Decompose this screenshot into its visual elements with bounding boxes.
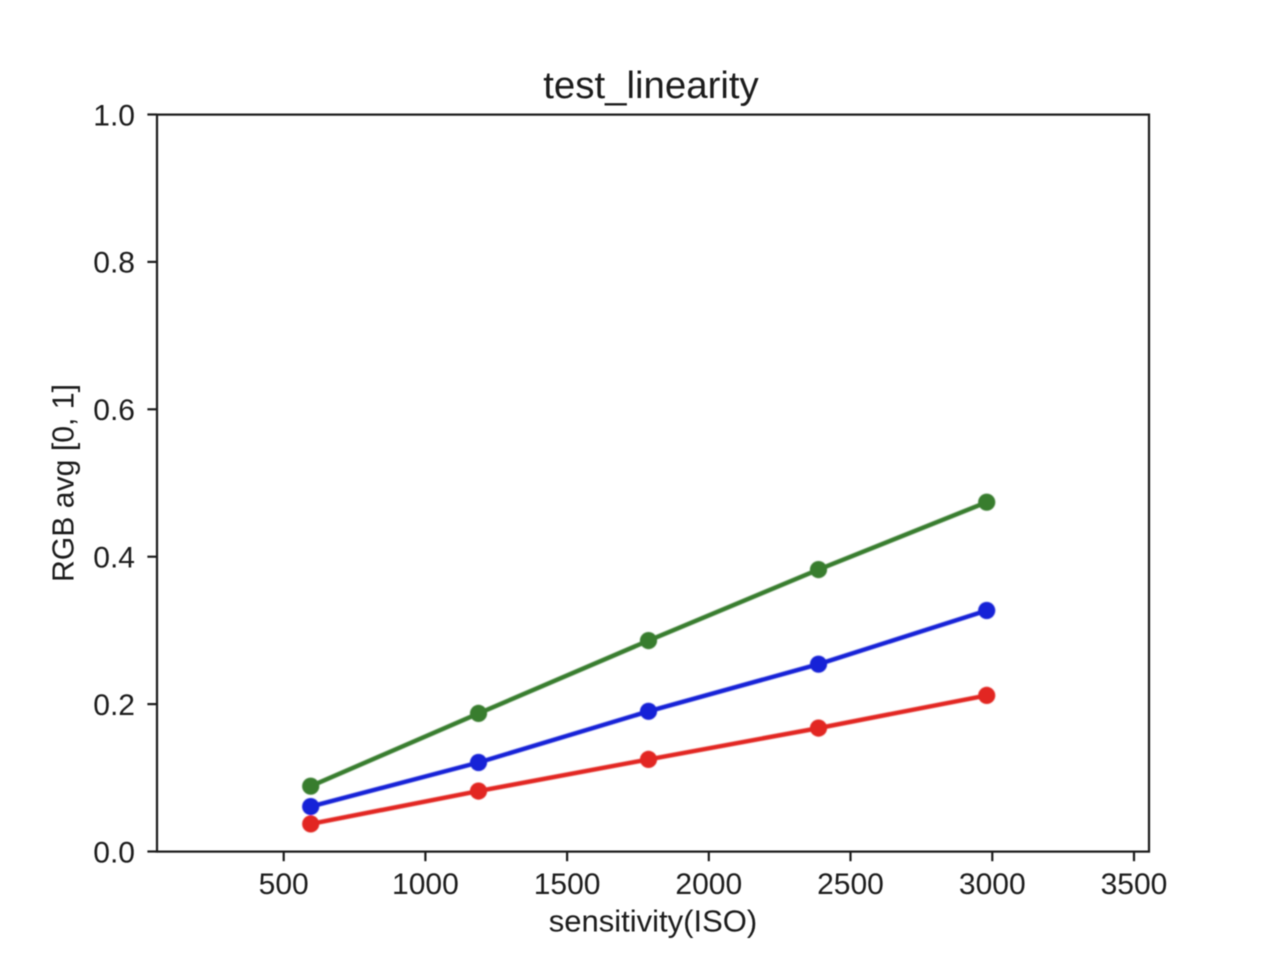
svg-text:0.0: 0.0 — [93, 836, 135, 869]
svg-text:1000: 1000 — [392, 868, 459, 901]
svg-text:3500: 3500 — [1101, 868, 1168, 901]
svg-text:1500: 1500 — [534, 868, 601, 901]
svg-text:0.2: 0.2 — [93, 689, 135, 722]
svg-text:2500: 2500 — [817, 868, 884, 901]
svg-text:0.8: 0.8 — [93, 247, 135, 280]
svg-text:2000: 2000 — [675, 868, 742, 901]
svg-text:0.6: 0.6 — [93, 394, 135, 427]
svg-text:1.0: 1.0 — [93, 99, 135, 132]
svg-text:0.4: 0.4 — [93, 542, 135, 575]
svg-text:3000: 3000 — [959, 868, 1026, 901]
svg-text:test_linearity: test_linearity — [543, 64, 759, 107]
svg-text:sensitivity(ISO): sensitivity(ISO) — [549, 904, 757, 939]
svg-text:500: 500 — [259, 868, 309, 901]
svg-text:RGB avg [0, 1]: RGB avg [0, 1] — [48, 384, 81, 582]
